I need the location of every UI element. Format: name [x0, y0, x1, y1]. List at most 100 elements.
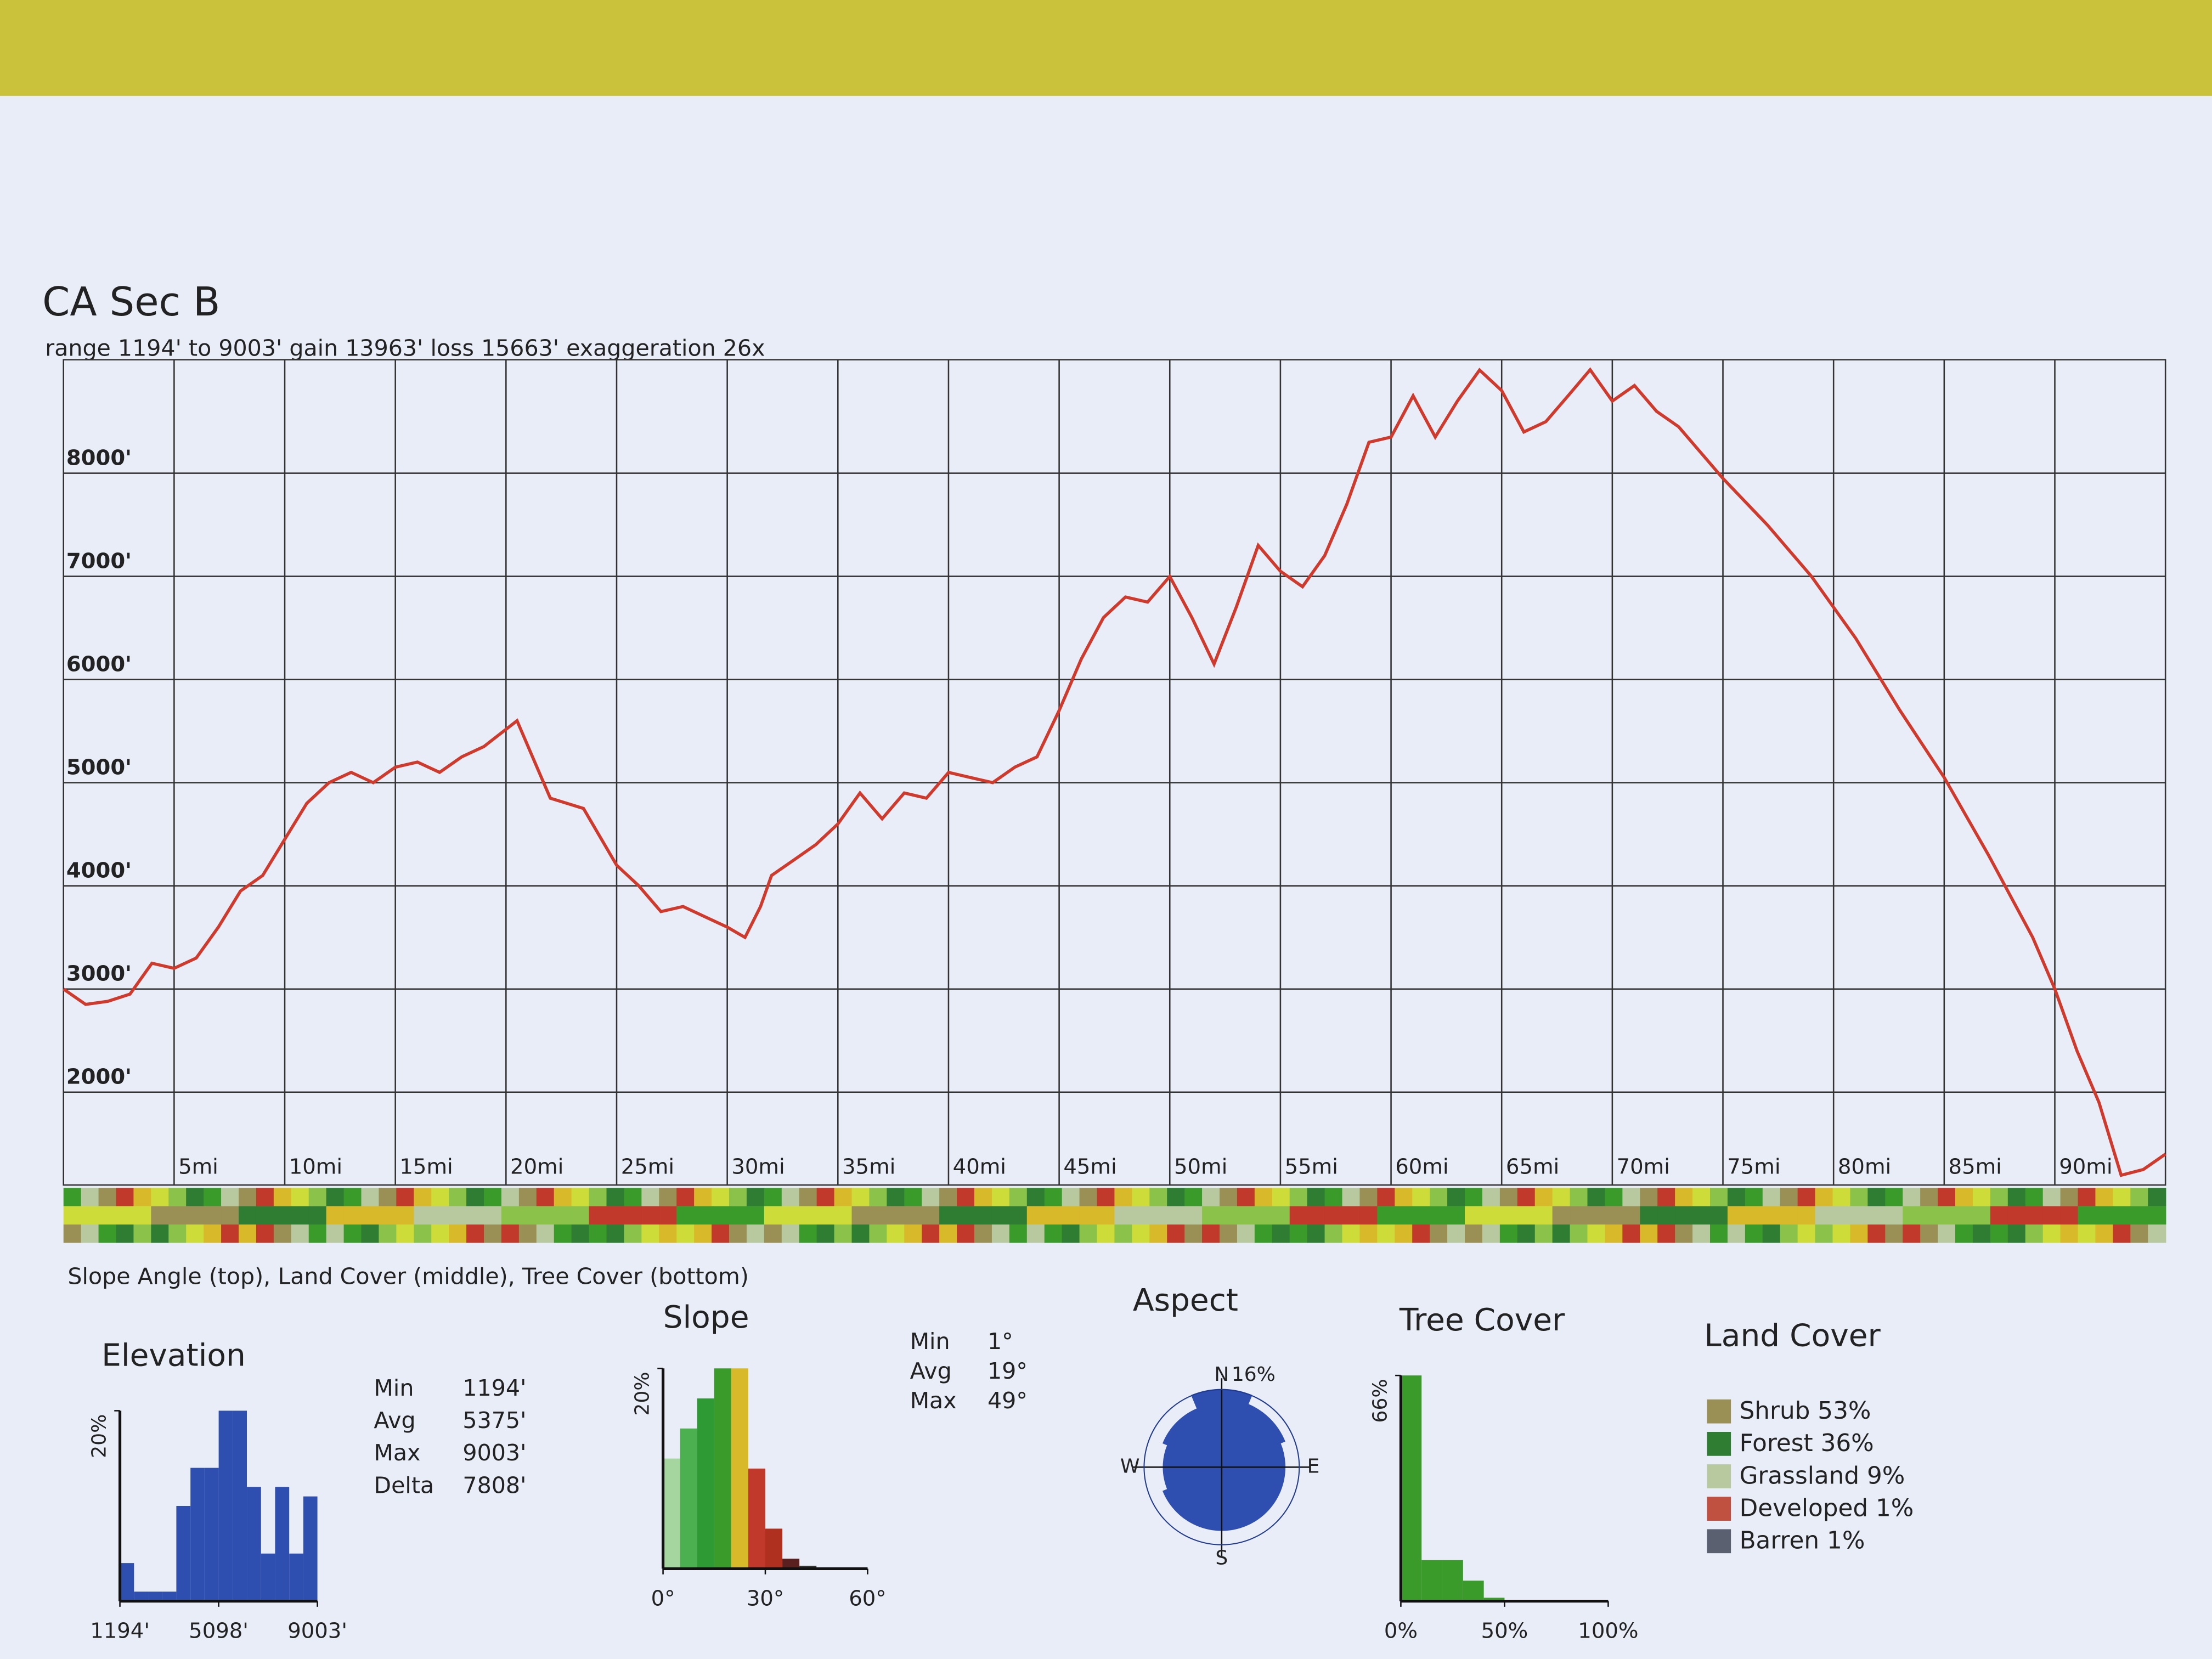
cover-strip [1692, 1206, 1711, 1224]
cover-strip [1780, 1224, 1798, 1243]
cover-strip [676, 1206, 695, 1224]
cover-strip [1079, 1188, 1098, 1206]
cover-strip [1797, 1224, 1816, 1243]
cover-strip [1272, 1206, 1290, 1224]
cover-strip [396, 1206, 415, 1224]
cover-strip [484, 1224, 503, 1243]
cover-strip [816, 1206, 835, 1224]
hist-bar [275, 1487, 290, 1601]
panel-title: Slope [663, 1299, 749, 1335]
cover-strip [2042, 1188, 2061, 1206]
cover-strip [1482, 1206, 1501, 1224]
cover-strip [904, 1224, 923, 1243]
cover-strip [676, 1188, 695, 1206]
cover-strip [1955, 1224, 1974, 1243]
cover-strip [1587, 1206, 1606, 1224]
legend-label: Shrub 53% [1740, 1397, 1871, 1425]
cover-strip [239, 1224, 257, 1243]
cover-strip [1867, 1188, 1886, 1206]
cover-strip [1430, 1188, 1448, 1206]
cover-strip [991, 1206, 1011, 1224]
cover-strip [1727, 1206, 1746, 1224]
cover-strip [1570, 1224, 1588, 1243]
aspect-sector [1220, 1465, 1281, 1527]
cover-strip [343, 1224, 362, 1243]
cover-strip [1710, 1206, 1729, 1224]
cover-strip [1675, 1206, 1694, 1224]
cover-strip [1324, 1206, 1343, 1224]
cover-strip [1307, 1206, 1325, 1224]
aspect-sector [1163, 1465, 1223, 1527]
cover-strip [851, 1224, 870, 1243]
cover-strip [2078, 1188, 2096, 1206]
cover-strip [554, 1224, 572, 1243]
cover-strip [1377, 1188, 1396, 1206]
cover-strip [361, 1206, 380, 1224]
cover-strip [2042, 1224, 2061, 1243]
stat-label: Avg [374, 1407, 415, 1434]
cover-strip [1832, 1188, 1851, 1206]
cover-strip [1499, 1206, 1519, 1224]
cover-strip [1307, 1224, 1325, 1243]
cover-strip [379, 1224, 397, 1243]
hist-bar [1483, 1598, 1505, 1601]
cover-strip [1062, 1224, 1080, 1243]
cover-strip [571, 1224, 590, 1243]
cover-strip [501, 1224, 520, 1243]
cover-strip [1499, 1188, 1519, 1206]
cover-strip [1622, 1206, 1641, 1224]
cover-strip [1412, 1224, 1431, 1243]
cover-strip [1815, 1224, 1833, 1243]
x-tick-label: 0° [651, 1587, 675, 1611]
cover-strip [116, 1224, 134, 1243]
stat-value: 7808' [462, 1472, 526, 1498]
cover-strip [589, 1206, 607, 1224]
chart-subtitle: range 1194' to 9003' gain 13963' loss 15… [45, 335, 765, 362]
hist-bar [799, 1565, 817, 1569]
cover-strip [2095, 1188, 2114, 1206]
cover-strip [641, 1206, 660, 1224]
hist-bar [680, 1428, 697, 1569]
cover-strip [291, 1206, 309, 1224]
legend-label: Forest 36% [1740, 1429, 1874, 1457]
hist-bar [120, 1563, 134, 1601]
cover-strip [816, 1224, 835, 1243]
cover-strip [63, 1224, 82, 1243]
cover-strip [1762, 1224, 1781, 1243]
cover-strip [1220, 1206, 1238, 1224]
cover-strip [2060, 1206, 2079, 1224]
hist-bar [1442, 1560, 1463, 1601]
cover-strip [81, 1188, 99, 1206]
cover-strip [1324, 1224, 1343, 1243]
cover-strip [1026, 1224, 1046, 1243]
cover-strip [186, 1224, 205, 1243]
cover-strip [1026, 1188, 1046, 1206]
y-tick-label: 6000' [66, 652, 132, 676]
cover-strip [431, 1224, 450, 1243]
cover-strip [1903, 1206, 1921, 1224]
cover-strip [2113, 1188, 2131, 1206]
cover-strip [1727, 1188, 1746, 1206]
cover-strip [431, 1188, 450, 1206]
direction-label: N [1214, 1363, 1229, 1386]
cover-strip [2095, 1224, 2114, 1243]
cover-strip [1324, 1188, 1343, 1206]
x-tick-label: 15mi [399, 1155, 453, 1180]
cover-strip [361, 1224, 380, 1243]
cover-strip [204, 1224, 222, 1243]
cover-strip [466, 1224, 485, 1243]
cover-strip [2078, 1224, 2096, 1243]
cover-strip [1938, 1224, 1956, 1243]
cover-strip [1972, 1224, 1991, 1243]
cover-strip [1430, 1224, 1448, 1243]
stat-label: Max [910, 1387, 957, 1414]
cover-strip [1622, 1188, 1641, 1206]
x-tick-label: 9003' [287, 1619, 347, 1644]
hist-bar [1401, 1375, 1422, 1601]
stat-value: 9003' [462, 1440, 526, 1466]
cover-strip [1430, 1206, 1448, 1224]
cover-strip [1972, 1188, 1991, 1206]
legend-swatch [1707, 1432, 1731, 1456]
r-tick [1143, 1389, 1300, 1545]
